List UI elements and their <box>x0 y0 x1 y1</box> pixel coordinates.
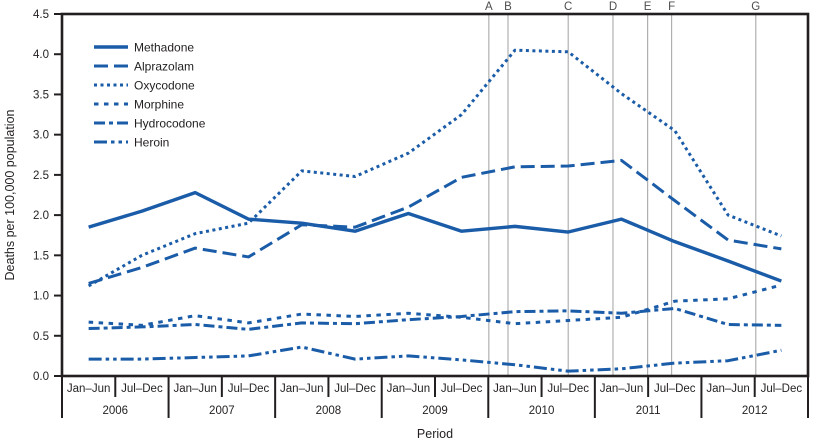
x-period-label: Jul–Dec <box>121 383 163 395</box>
legend-label-alprazolam: Alprazolam <box>134 60 194 74</box>
legend <box>94 45 128 144</box>
x-period-label: Jul–Dec <box>654 383 696 395</box>
x-period-label: Jan–Jun <box>280 383 323 395</box>
reference-line-label-E: E <box>644 1 652 13</box>
y-tick-label: 2.0 <box>33 210 49 222</box>
x-year-label: 2012 <box>742 405 768 417</box>
reference-line-label-B: B <box>504 1 512 13</box>
y-tick-label: 1.0 <box>33 291 49 303</box>
y-axis-title: Deaths per 100,000 population <box>3 109 17 280</box>
x-period-label: Jan–Jun <box>173 383 216 395</box>
x-axis-title: Period <box>417 427 453 441</box>
legend-label-heroin: Heroin <box>134 136 169 150</box>
reference-line-label-G: G <box>751 1 760 13</box>
x-period-label: Jul–Dec <box>761 383 803 395</box>
x-period-label: Jul–Dec <box>547 383 589 395</box>
x-year-label: 2007 <box>209 405 235 417</box>
y-tick-label: 4.5 <box>33 9 49 21</box>
series-line-hydrocodone <box>88 306 782 331</box>
y-tick-label: 2.5 <box>33 170 49 182</box>
reference-line-label-F: F <box>668 1 675 13</box>
y-tick-label: 0.5 <box>33 331 49 343</box>
legend-label-hydrocodone: Hydrocodone <box>134 117 206 131</box>
legend-label-morphine: Morphine <box>134 98 184 112</box>
x-period-label: Jan–Jun <box>387 383 430 395</box>
x-period-label: Jul–Dec <box>441 383 483 395</box>
x-year-label: 2006 <box>102 405 128 417</box>
x-period-label: Jan–Jun <box>67 383 110 395</box>
series-line-morphine <box>88 283 782 327</box>
x-year-label: 2009 <box>422 405 448 417</box>
x-period-label: Jul–Dec <box>228 383 270 395</box>
x-year-label: 2011 <box>636 405 661 417</box>
reference-line-label-D: D <box>609 1 617 13</box>
series-line-heroin <box>88 345 782 373</box>
y-tick-label: 4.0 <box>33 49 49 61</box>
reference-line-label-C: C <box>564 1 572 13</box>
legend-label-methadone: Methadone <box>134 41 194 55</box>
x-year-label: 2010 <box>529 405 555 417</box>
reference-line-label-A: A <box>485 1 493 13</box>
series-line-alprazolam <box>88 158 782 285</box>
y-tick-label: 3.5 <box>33 89 49 101</box>
y-tick-label: 0.0 <box>33 371 49 383</box>
x-period-label: Jan–Jun <box>493 383 536 395</box>
x-year-label: 2008 <box>316 405 342 417</box>
x-period-label: Jul–Dec <box>334 383 376 395</box>
x-period-label: Jan–Jun <box>600 383 643 395</box>
series-line-oxycodone <box>87 48 782 288</box>
series-line-methadone <box>88 190 782 283</box>
y-tick-label: 1.5 <box>33 250 49 262</box>
legend-label-oxycodone: Oxycodone <box>134 79 195 93</box>
y-tick-label: 3.0 <box>33 130 49 142</box>
x-period-label: Jan–Jun <box>706 383 749 395</box>
